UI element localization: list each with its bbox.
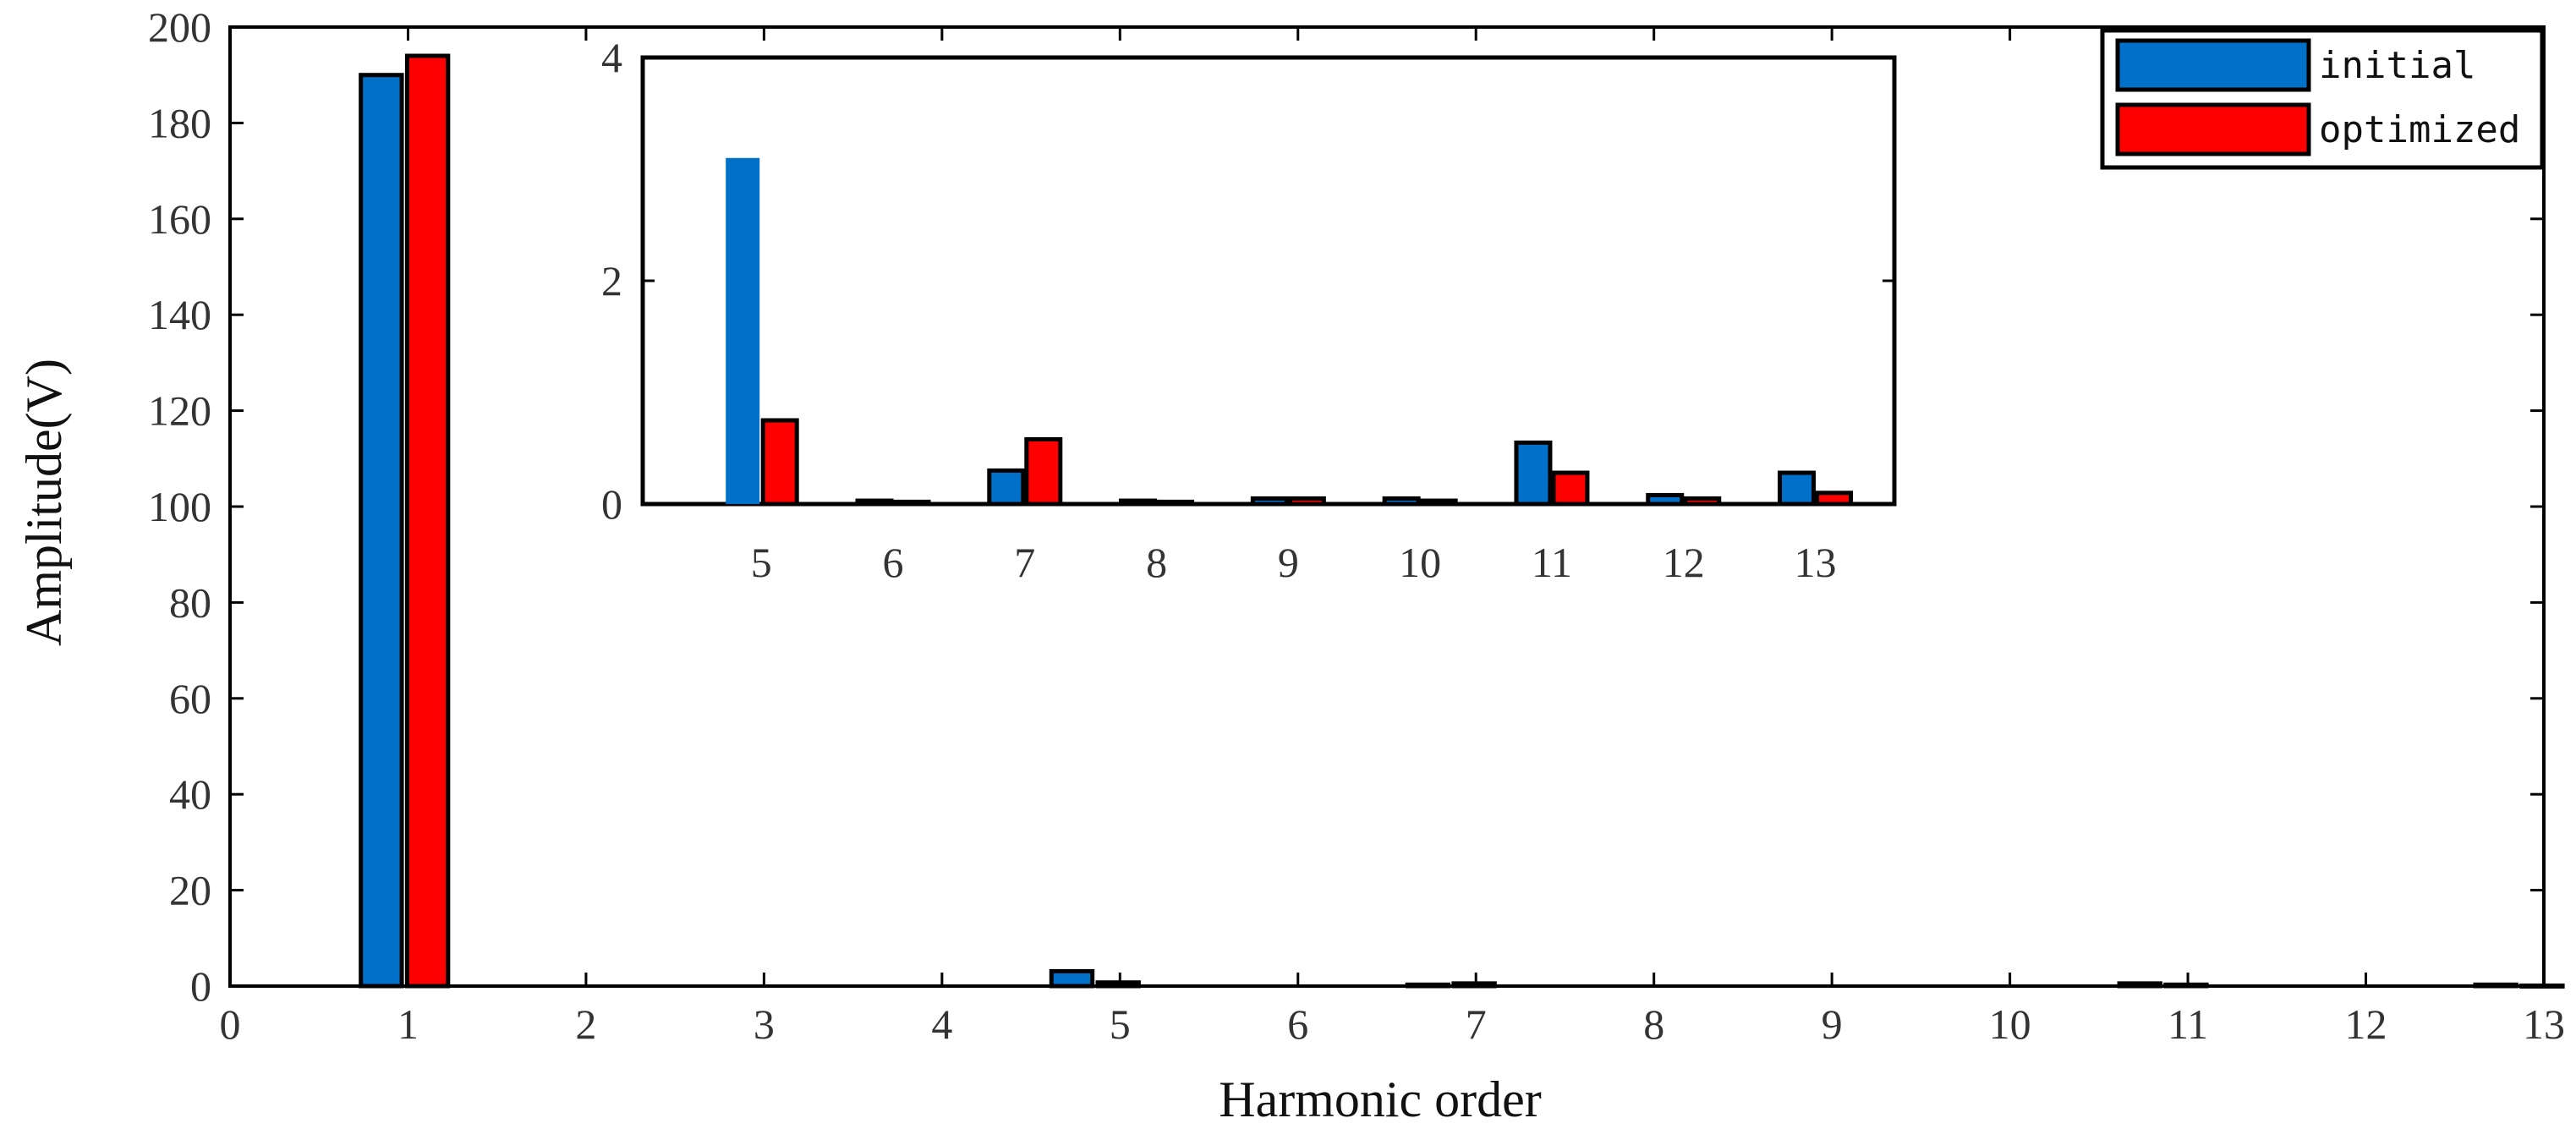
- inset-bar-optimized: [1287, 496, 1326, 507]
- bar-initial: [2117, 981, 2162, 989]
- bar-initial: [1049, 968, 1095, 989]
- inset-bar-optimized: [1419, 498, 1458, 507]
- inset-bar-initial: [1119, 498, 1158, 507]
- x-tick-label: 3: [754, 1000, 775, 1048]
- inset-y-tick-label: 4: [601, 34, 622, 81]
- inset-bar-initial: [1778, 470, 1817, 507]
- y-tick-label: 120: [148, 387, 211, 435]
- y-tick-label: 160: [148, 195, 211, 243]
- x-tick-label: 7: [1466, 1000, 1487, 1048]
- inset-bar-optimized: [892, 499, 931, 507]
- inset-x-tick-label: 10: [1399, 539, 1441, 586]
- inset-y-tick-label: 2: [601, 257, 622, 304]
- y-tick-label: 40: [169, 770, 211, 818]
- legend-swatch-initial: [2115, 38, 2311, 92]
- x-tick-label: 12: [2345, 1000, 2387, 1048]
- inset-x-tick-label: 12: [1663, 539, 1705, 586]
- bar-initial: [359, 73, 404, 989]
- inset-bar-initial: [1250, 496, 1289, 507]
- x-tick-label: 8: [1643, 1000, 1664, 1048]
- x-tick-label: 4: [931, 1000, 952, 1048]
- inset-x-tick-label: 7: [1014, 539, 1035, 586]
- inset-x-tick-label: 6: [883, 539, 904, 586]
- y-tick-label: 80: [169, 578, 211, 626]
- inset-bar-initial: [726, 157, 760, 505]
- x-tick-label: 1: [397, 1000, 419, 1048]
- inset-bar-optimized: [1683, 496, 1722, 507]
- bar-initial: [1405, 982, 1451, 989]
- x-tick-label: 10: [1989, 1000, 2031, 1048]
- bar-optimized: [1095, 980, 1141, 989]
- y-tick-label: 100: [148, 483, 211, 530]
- inset-plot: 0 2 4 5 6 7 8 9 10 11 12 13: [601, 34, 1897, 586]
- inset-frame: [640, 55, 1897, 507]
- legend: initial optimized: [2100, 28, 2545, 170]
- x-tick-label: 0: [220, 1000, 241, 1048]
- inset-x-tick-label: 8: [1146, 539, 1167, 586]
- legend-swatch-optimized: [2115, 102, 2311, 156]
- x-tick-label: 13: [2523, 1000, 2565, 1048]
- inset-x-tick-label: 9: [1278, 539, 1299, 586]
- bar-optimized: [2163, 982, 2209, 989]
- inset-y-tick-label: 0: [601, 480, 622, 528]
- y-tick-label: 0: [190, 962, 211, 1010]
- inset-bar-initial: [1382, 496, 1421, 507]
- inset-bar-initial: [1514, 440, 1553, 507]
- x-axis-label: Harmonic order: [1219, 1071, 1542, 1127]
- y-tick-label: 60: [169, 675, 211, 722]
- x-tick-label: 11: [2168, 1000, 2208, 1048]
- x-tick-label: 2: [575, 1000, 596, 1048]
- y-axis-label: Amplitude(V): [16, 359, 72, 646]
- inset-bar-initial: [987, 468, 1026, 507]
- inset-x-tick-label: 13: [1795, 539, 1837, 586]
- y-tick-label: 20: [169, 867, 211, 914]
- inset-bar-initial: [855, 498, 894, 507]
- inset-x-tick-label: 11: [1532, 539, 1572, 586]
- legend-label-optimized: optimized: [2319, 108, 2520, 151]
- x-tick-label: 9: [1822, 1000, 1843, 1048]
- x-tick-label: 6: [1287, 1000, 1308, 1048]
- y-tick-label: 140: [148, 291, 211, 338]
- bar-initial: [2473, 982, 2518, 989]
- inset-x-tick-label: 5: [751, 539, 772, 586]
- legend-label-initial: initial: [2319, 44, 2475, 87]
- y-tick-label: 180: [148, 99, 211, 146]
- y-tick-label: 200: [148, 3, 211, 51]
- inset-bar-optimized: [1551, 470, 1590, 507]
- inset-bar-optimized: [1156, 499, 1195, 507]
- x-tick-label: 5: [1110, 1000, 1131, 1048]
- inset-bar-initial: [1646, 492, 1685, 507]
- bar-optimized: [2519, 983, 2565, 989]
- bar-optimized: [404, 53, 451, 989]
- bar-optimized: [1451, 981, 1497, 989]
- inset-bar-optimized: [1024, 436, 1063, 507]
- inset-bar-optimized: [1815, 491, 1854, 507]
- inset-bar-optimized: [760, 418, 799, 507]
